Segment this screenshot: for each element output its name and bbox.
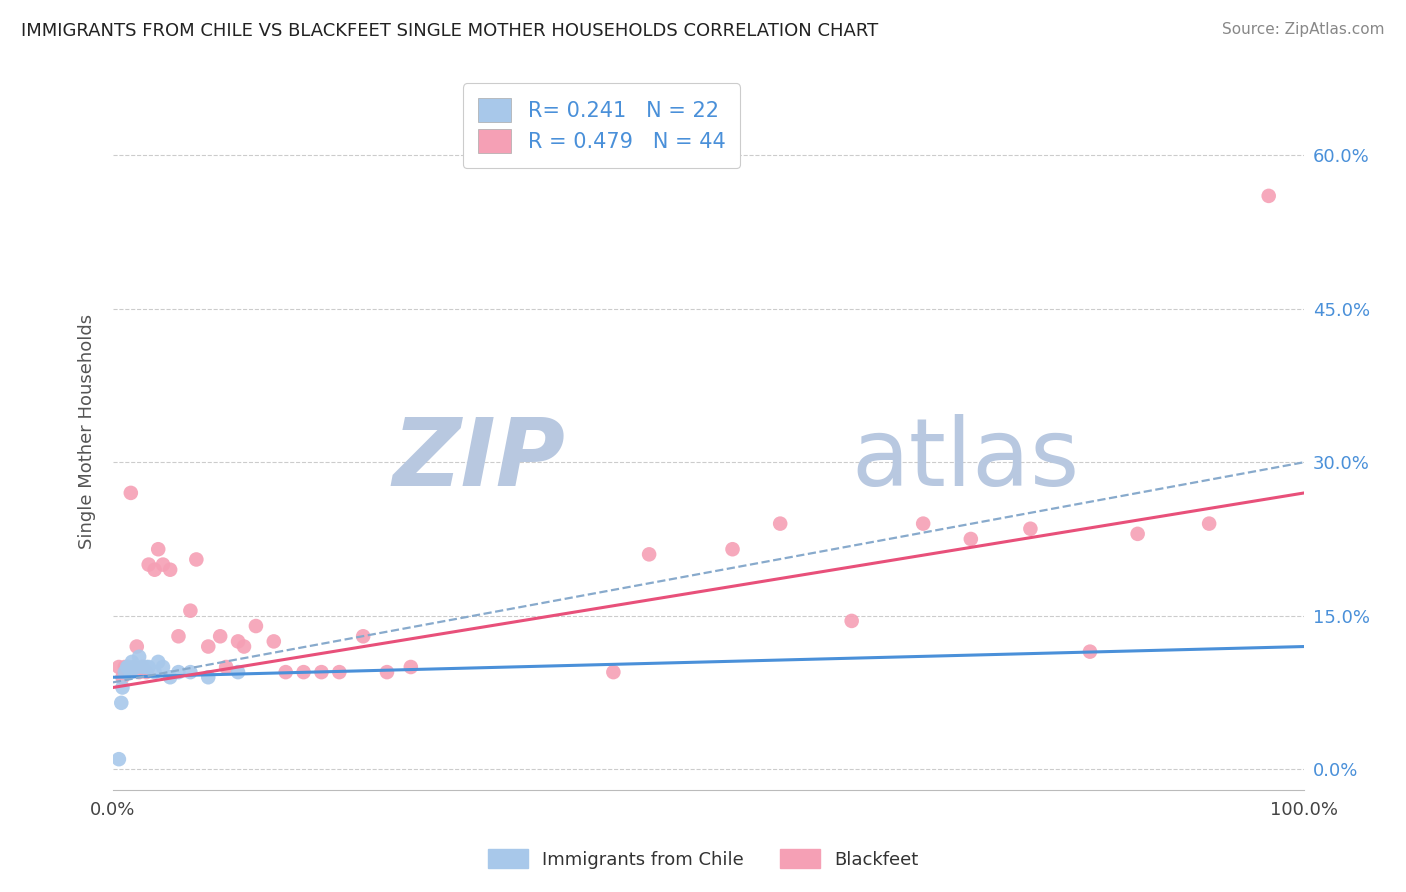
Point — [128, 649, 150, 664]
Point — [209, 629, 232, 643]
Point — [292, 665, 315, 680]
Point — [138, 558, 160, 572]
Point — [121, 655, 143, 669]
Point — [143, 665, 166, 680]
Text: IMMIGRANTS FROM CHILE VS BLACKFEET SINGLE MOTHER HOUSEHOLDS CORRELATION CHART: IMMIGRANTS FROM CHILE VS BLACKFEET SINGL… — [21, 22, 879, 40]
Point — [226, 665, 249, 680]
Point — [721, 542, 744, 557]
Point — [132, 660, 155, 674]
Point — [197, 640, 219, 654]
Point — [125, 640, 148, 654]
Point — [352, 629, 374, 643]
Point — [125, 660, 148, 674]
Point — [111, 681, 134, 695]
Point — [959, 532, 981, 546]
Point — [143, 563, 166, 577]
Point — [274, 665, 297, 680]
Y-axis label: Single Mother Households: Single Mother Households — [79, 314, 96, 549]
Point — [135, 660, 157, 674]
Text: ZIP: ZIP — [392, 414, 565, 506]
Legend: Immigrants from Chile, Blackfeet: Immigrants from Chile, Blackfeet — [481, 842, 925, 876]
Point — [120, 665, 142, 680]
Point — [638, 547, 661, 561]
Text: Source: ZipAtlas.com: Source: ZipAtlas.com — [1222, 22, 1385, 37]
Legend: R= 0.241   N = 22, R = 0.479   N = 44: R= 0.241 N = 22, R = 0.479 N = 44 — [463, 83, 740, 168]
Point — [167, 629, 190, 643]
Point — [111, 670, 134, 684]
Point — [263, 634, 285, 648]
Point — [128, 665, 150, 680]
Point — [1126, 527, 1149, 541]
Point — [132, 660, 155, 674]
Point — [115, 660, 138, 674]
Point — [108, 752, 131, 766]
Point — [912, 516, 935, 531]
Point — [138, 660, 160, 674]
Point — [311, 665, 333, 680]
Point — [117, 660, 139, 674]
Point — [1019, 522, 1042, 536]
Point — [167, 665, 190, 680]
Point — [1198, 516, 1220, 531]
Point — [1257, 189, 1279, 203]
Point — [114, 665, 136, 680]
Point — [226, 634, 249, 648]
Point — [375, 665, 398, 680]
Point — [215, 660, 238, 674]
Point — [152, 558, 174, 572]
Point — [245, 619, 267, 633]
Point — [135, 665, 157, 680]
Point — [328, 665, 350, 680]
Point — [159, 563, 181, 577]
Text: atlas: atlas — [852, 414, 1080, 506]
Point — [124, 660, 146, 674]
Point — [602, 665, 624, 680]
Point — [769, 516, 792, 531]
Point — [148, 655, 170, 669]
Point — [148, 542, 170, 557]
Point — [399, 660, 422, 674]
Point — [841, 614, 863, 628]
Point — [1078, 645, 1101, 659]
Point — [108, 660, 131, 674]
Point — [152, 660, 174, 674]
Point — [110, 696, 132, 710]
Point — [114, 660, 136, 674]
Point — [179, 665, 201, 680]
Point — [197, 670, 219, 684]
Point — [186, 552, 208, 566]
Point — [124, 660, 146, 674]
Point — [233, 640, 256, 654]
Point — [159, 670, 181, 684]
Point — [120, 486, 142, 500]
Point — [115, 665, 138, 680]
Point — [179, 604, 201, 618]
